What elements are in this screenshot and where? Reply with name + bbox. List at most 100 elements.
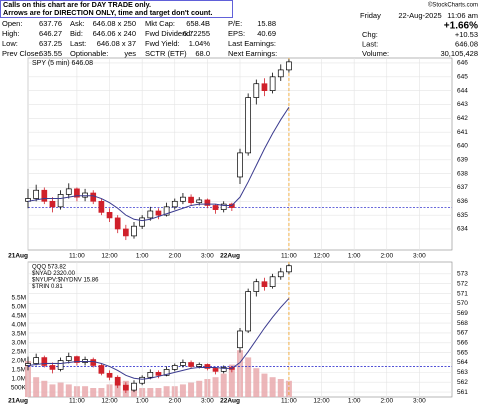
x-tick-label: 11:00 — [69, 398, 85, 405]
stat-label: Chg: — [362, 30, 378, 39]
candle-body — [90, 192, 97, 202]
candle-body — [57, 360, 64, 370]
x-tick-label: 12:00 — [101, 398, 118, 405]
notice-text: Calls on this chart are for DAY TRADE on… — [3, 0, 151, 9]
x-tick-label: 21Aug — [8, 398, 28, 405]
volume-bar — [114, 382, 121, 397]
y-tick-label: 572 — [457, 280, 468, 287]
quote-label: Fwd Dividend: — [145, 29, 193, 38]
candle-body — [155, 372, 162, 376]
y-tick-label: 569 — [457, 310, 468, 317]
candle-body — [90, 359, 97, 366]
candle-body — [114, 376, 121, 386]
quote-value: 40.69 — [257, 29, 276, 38]
candle-body — [163, 369, 170, 376]
x-tick-label: 3:00 — [201, 253, 214, 260]
notice-text: Arrows are for DIRECTION ONLY, time and … — [3, 8, 213, 17]
x-tick-label: 2:00 — [168, 253, 181, 260]
volume-bar — [147, 388, 154, 397]
quote-label: Next Earnings: — [228, 49, 277, 58]
y-tick-label: 571 — [457, 290, 468, 297]
legend-text: $NYAD 2320.00 — [32, 271, 76, 277]
volume-bar — [253, 368, 260, 397]
date-text: Friday — [360, 11, 381, 20]
volume-bar — [188, 382, 195, 397]
candle-body — [212, 368, 219, 372]
x-tick-label: 1:00 — [348, 398, 361, 405]
quote-value: 646.06 x 240 — [93, 29, 136, 38]
stat-value: 646.08 — [455, 39, 478, 48]
candle-body — [155, 210, 162, 216]
y-tick-label: 646 — [457, 60, 468, 67]
quote-label: Bid: — [70, 29, 83, 38]
x-tick-label: 11:00 — [69, 253, 85, 260]
legend-text: QQQ 573.82 — [32, 265, 67, 271]
y-tick-label: 562 — [457, 379, 468, 386]
volume-bar — [261, 373, 268, 397]
candle-body — [122, 384, 129, 391]
date-text: 11:06 am — [447, 11, 478, 20]
moving-average — [27, 106, 290, 222]
y-tick-label: 564 — [457, 359, 468, 366]
stat-value: 30,105,428 — [440, 49, 478, 58]
quote-value: 637.76 — [39, 19, 62, 28]
candle-body — [131, 382, 137, 391]
y2-tick-label: 2.0M — [12, 358, 26, 365]
volume-bar — [220, 373, 227, 397]
x-tick-label: 1:00 — [136, 253, 149, 260]
candle-body — [49, 200, 56, 208]
x-tick-label: 11:00 — [281, 398, 297, 405]
volume-bar — [163, 386, 170, 397]
y-tick-label: 643 — [457, 101, 468, 108]
candle-body — [41, 189, 48, 202]
candle-body — [261, 281, 268, 287]
quote-label: SCTR (ETF) — [145, 49, 187, 58]
legend-text: $TRIN 0.81 — [32, 284, 63, 290]
quote-value: yes — [124, 49, 136, 58]
volume-bar — [49, 384, 56, 397]
candle-body — [196, 199, 203, 204]
y-tick-label: 641 — [457, 129, 468, 136]
volume-bar — [155, 388, 162, 397]
volume-bar — [269, 377, 276, 397]
candle-body — [74, 356, 80, 363]
candle-body — [74, 188, 80, 198]
candle-body — [245, 97, 252, 154]
volume-bar — [245, 357, 252, 397]
volume-bar — [82, 386, 89, 397]
y2-tick-label: 5.5M — [12, 295, 26, 302]
quote-label: P/E: — [228, 19, 242, 28]
x-tick-label: 3:00 — [413, 398, 426, 405]
quote-value: 637.25 — [39, 39, 62, 48]
candle-body — [269, 276, 276, 287]
y-tick-label: 642 — [457, 115, 468, 122]
y-tick-label: 565 — [457, 349, 468, 356]
quote-label: Last Earnings: — [228, 39, 276, 48]
notice-box — [0, 0, 233, 18]
x-tick-label: 12:00 — [313, 253, 330, 260]
candle-body — [131, 225, 137, 237]
stat-value: +10.53 — [455, 30, 478, 39]
candle-body — [171, 365, 178, 370]
quote-value: 635.55 — [39, 49, 62, 58]
candle-body — [163, 206, 170, 216]
y-tick-label: 570 — [457, 300, 468, 307]
stat-label: Volume: — [362, 49, 389, 58]
quote-value: 658.4B — [186, 19, 210, 28]
watermark: ©StockCharts.com — [428, 2, 478, 9]
y-tick-label: 573 — [457, 271, 468, 278]
candle-body — [204, 364, 211, 369]
x-tick-label: 1:00 — [136, 398, 149, 405]
moving-average — [27, 298, 290, 380]
candle-body — [98, 365, 105, 374]
candle-body — [245, 291, 252, 332]
candle-body — [253, 83, 260, 98]
y-tick-label: 638 — [457, 170, 468, 177]
volume-bar — [228, 364, 235, 397]
y-tick-label: 568 — [457, 320, 468, 327]
candle-body — [220, 203, 227, 210]
candle-body — [277, 69, 284, 78]
candle-body — [41, 357, 48, 366]
x-tick-label: 22Aug — [220, 398, 240, 405]
